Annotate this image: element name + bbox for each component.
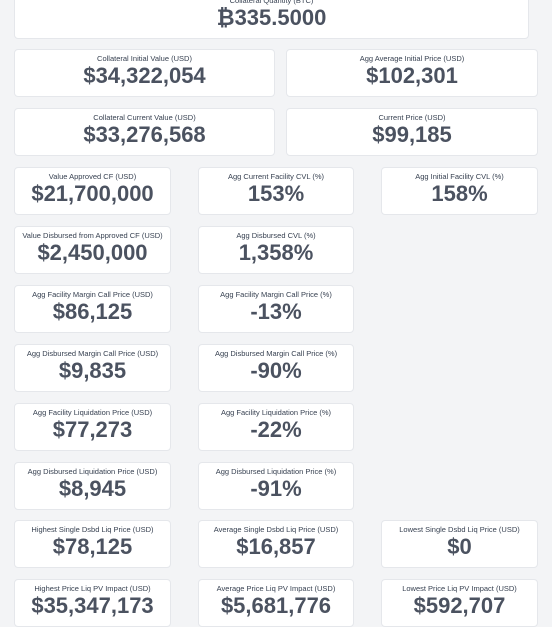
metric-value: 1,358% <box>238 240 314 265</box>
metric-label: Agg Facility Liquidation Price (USD) <box>32 408 153 417</box>
metric-label: Agg Disbursed Liquidation Price (%) <box>215 467 337 476</box>
metric-value: $2,450,000 <box>37 240 148 265</box>
metric-value: -22% <box>250 417 302 442</box>
metric-label: Agg Disbursed Margin Call Price (USD) <box>26 349 159 358</box>
metric-card: Collateral Initial Value (USD) $34,322,05… <box>14 49 275 97</box>
metric-card: Agg Disbursed Liquidation Price (USD) $8,… <box>14 462 171 510</box>
metric-card: Collateral Current Value (USD) $33,276,56… <box>14 108 275 156</box>
metric-label: Agg Disbursed Liquidation Price (USD) <box>27 467 158 476</box>
metric-label: Highest Single Dsbd Liq Price (USD) <box>31 525 154 534</box>
metric-value: $9,835 <box>58 358 127 383</box>
metric-label: Collateral Initial Value (USD) <box>97 54 192 63</box>
metric-value: $34,322,054 <box>83 63 206 88</box>
metric-card: Average Single Dsbd Liq Price (USD) $16,8… <box>198 520 354 568</box>
metric-value: $99,185 <box>372 122 452 147</box>
metric-label: Highest Price Liq PV Impact (USD) <box>34 584 151 593</box>
metric-label: Agg Initial Facility CVL (%) <box>415 172 504 181</box>
metric-value: $77,273 <box>52 417 133 442</box>
metric-label: Agg Disbursed CVL (%) <box>236 231 316 240</box>
metric-label: Value Disbursed from Approved CF (USD) <box>22 231 163 240</box>
metric-card: Agg Average Initial Price (USD) $102,301 <box>286 49 538 97</box>
metric-value: -90% <box>250 358 302 383</box>
metric-value: $0 <box>447 534 472 559</box>
metric-card: Highest Price Liq PV Impact (USD) $35,347… <box>14 579 171 627</box>
metric-card: Agg Current Facility CVL (%) 153% <box>198 167 354 215</box>
metric-label: Agg Average Initial Price (USD) <box>359 54 465 63</box>
metric-card: Collateral Quantity (BTC) ₿335.5000 <box>14 0 529 39</box>
metric-card: Agg Facility Margin Call Price (USD) $86,… <box>14 285 171 333</box>
metric-label: Current Price (USD) <box>378 113 446 122</box>
metric-value: $86,125 <box>52 299 133 324</box>
metric-card: Current Price (USD) $99,185 <box>286 108 538 156</box>
metric-value: $33,276,568 <box>83 122 206 147</box>
metric-label: Agg Facility Margin Call Price (USD) <box>32 290 153 299</box>
metric-label: Collateral Current Value (USD) <box>93 113 196 122</box>
metric-value: -91% <box>250 476 302 501</box>
metric-value: ₿335.5000 <box>216 5 327 30</box>
metric-value: $102,301 <box>366 63 458 88</box>
metric-value: $35,347,173 <box>31 593 154 618</box>
metric-label: Agg Facility Liquidation Price (%) <box>220 408 332 417</box>
metric-card: Agg Facility Liquidation Price (USD) $77,… <box>14 403 171 451</box>
metric-card: Agg Disbursed Liquidation Price (%) -91% <box>198 462 354 510</box>
metric-value: 158% <box>431 181 488 206</box>
metric-label: Lowest Price Liq PV Impact (USD) <box>402 584 517 593</box>
metric-label: Agg Current Facility CVL (%) <box>228 172 324 181</box>
metric-card: Lowest Single Dsbd Liq Price (USD) $0 <box>381 520 538 568</box>
metric-value: -13% <box>250 299 302 324</box>
metric-card: Agg Disbursed Margin Call Price (%) -90% <box>198 344 354 392</box>
metric-value: $16,857 <box>236 534 316 559</box>
metric-card: Average Price Liq PV Impact (USD) $5,681,… <box>198 579 354 627</box>
metric-value: $8,945 <box>58 476 127 501</box>
metric-value: $5,681,776 <box>220 593 332 618</box>
metric-value: $21,700,000 <box>31 181 154 206</box>
metric-card: Highest Single Dsbd Liq Price (USD) $78,1… <box>14 520 171 568</box>
metric-label: Agg Disbursed Margin Call Price (%) <box>214 349 338 358</box>
dashboard: Collateral Quantity (BTC) ₿335.5000 Collat… <box>14 0 538 627</box>
metric-label: Average Single Dsbd Liq Price (USD) <box>213 525 339 534</box>
metric-value: 153% <box>247 181 305 206</box>
metric-card: Value Approved CF (USD) $21,700,000 <box>14 167 171 215</box>
metric-label: Average Price Liq PV Impact (USD) <box>216 584 336 593</box>
metric-card: Agg Disbursed Margin Call Price (USD) $9,… <box>14 344 171 392</box>
metric-card: Agg Facility Liquidation Price (%) -22% <box>198 403 354 451</box>
metric-card: Value Disbursed from Approved CF (USD) $2… <box>14 226 171 274</box>
metric-card: Lowest Price Liq PV Impact (USD) $592,707 <box>381 579 538 627</box>
metric-label: Lowest Single Dsbd Liq Price (USD) <box>399 525 520 534</box>
metric-card: Agg Disbursed CVL (%) 1,358% <box>198 226 354 274</box>
metric-label: Agg Facility Margin Call Price (%) <box>220 290 332 299</box>
metric-label: Value Approved CF (USD) <box>48 172 137 181</box>
metric-card: Agg Facility Margin Call Price (%) -13% <box>198 285 354 333</box>
metric-card: Agg Initial Facility CVL (%) 158% <box>381 167 538 215</box>
metric-value: $78,125 <box>52 534 133 559</box>
metric-value: $592,707 <box>413 593 506 618</box>
metric-label: Collateral Quantity (BTC) <box>229 0 314 5</box>
